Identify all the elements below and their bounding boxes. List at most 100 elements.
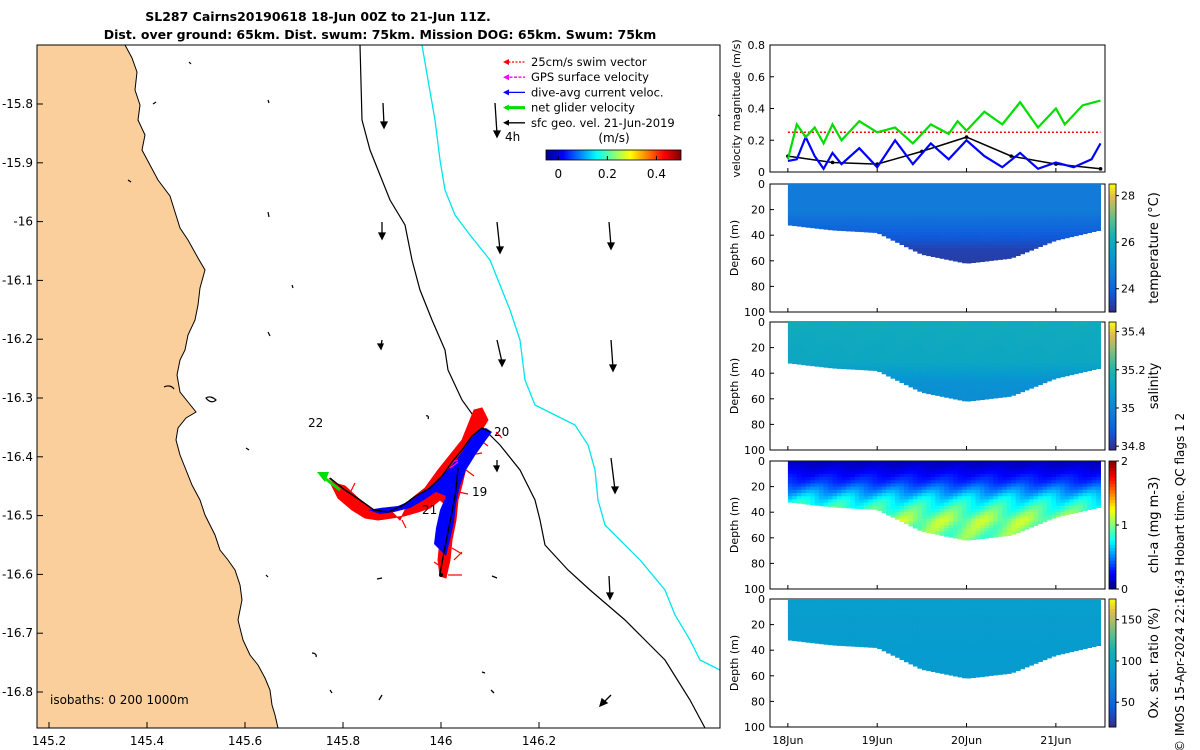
profile-cell xyxy=(1069,464,1075,468)
speed-colorbar-tick-label: 0.2 xyxy=(598,167,617,181)
profile-cell xyxy=(1006,509,1012,513)
profile-cell xyxy=(993,470,999,475)
profile-cell xyxy=(819,611,824,616)
profile-cell xyxy=(966,184,972,188)
profile-cell xyxy=(921,360,927,364)
profile-cell xyxy=(872,325,878,329)
profile-cell xyxy=(993,334,999,339)
profile-cell xyxy=(1011,366,1017,371)
profile-cell xyxy=(899,473,905,478)
profile-cell xyxy=(908,370,914,374)
map-ytick-label: -16.8 xyxy=(2,685,33,699)
profile-cell xyxy=(890,608,896,613)
profile-cell xyxy=(1038,461,1043,465)
profile-cell xyxy=(935,235,941,239)
profile-cell xyxy=(930,647,936,651)
profile-cell xyxy=(935,621,941,625)
profile-cell xyxy=(1002,357,1008,361)
profile-cell xyxy=(899,631,905,635)
profile-cell xyxy=(953,251,958,255)
profile-cell xyxy=(957,260,963,263)
profile-cell xyxy=(935,618,941,622)
profile-cell xyxy=(859,357,865,361)
profile-cell xyxy=(1055,515,1061,518)
profile-cell xyxy=(984,219,990,223)
profile-cell xyxy=(966,190,972,194)
profile-cell xyxy=(890,238,896,241)
profile-cell xyxy=(993,209,999,214)
profile-cell xyxy=(899,653,905,657)
profile-cell xyxy=(1051,477,1057,481)
profile-cell xyxy=(863,325,869,329)
profile-cell xyxy=(971,467,976,471)
profile-cell xyxy=(966,251,972,255)
profile-cell xyxy=(792,190,798,194)
colorbar-label: chl-a (mg m-3) xyxy=(1147,477,1162,574)
profile-cell xyxy=(850,216,856,220)
profile-cell xyxy=(1087,354,1092,358)
profile-cell xyxy=(1042,373,1048,377)
colorbar-segment xyxy=(1109,398,1116,403)
profile-cell xyxy=(805,360,811,364)
profile-cell xyxy=(886,461,891,465)
profile-cell xyxy=(908,502,914,507)
profile-cell xyxy=(890,190,896,194)
profile-cell xyxy=(1033,366,1039,371)
profile-cell xyxy=(979,184,985,188)
profile-cell xyxy=(971,238,976,242)
profile-cell xyxy=(1078,370,1084,374)
profile-cell xyxy=(953,534,958,539)
profile-cell xyxy=(912,232,918,236)
profile-cell xyxy=(899,241,905,245)
profile-cell xyxy=(899,515,905,519)
profile-cell xyxy=(1006,241,1012,246)
profile-cell xyxy=(868,640,874,645)
profile-cell xyxy=(904,184,909,188)
profile-cell xyxy=(939,531,945,535)
profile-cell xyxy=(1096,486,1101,491)
profile-cell xyxy=(859,467,865,471)
profile-cell xyxy=(1091,322,1097,326)
profile-cell xyxy=(1024,203,1030,207)
profile-cell xyxy=(859,203,865,207)
profile-cell xyxy=(1096,473,1101,478)
profile-cell xyxy=(837,480,842,484)
profile-cell xyxy=(837,325,842,329)
profile-cell xyxy=(1096,464,1101,468)
profile-cell xyxy=(944,395,950,398)
profile-cell xyxy=(1015,341,1021,345)
profile-cell xyxy=(1002,360,1008,364)
profile-cell xyxy=(832,483,838,487)
profile-cell xyxy=(1029,493,1034,497)
profile-cell xyxy=(890,602,896,606)
profile-cell xyxy=(841,634,847,638)
profile-cell xyxy=(935,354,941,358)
colorbar-segment xyxy=(1109,283,1116,287)
profile-cell xyxy=(944,621,950,625)
profile-cell xyxy=(935,334,941,339)
profile-cell xyxy=(904,489,909,494)
profile-cell xyxy=(1015,225,1021,230)
profile-cell xyxy=(926,379,932,384)
profile-cell xyxy=(787,338,793,342)
profile-cell xyxy=(935,637,941,641)
profile-cell xyxy=(953,382,958,387)
profile-cell xyxy=(926,363,932,368)
profile-cell xyxy=(984,370,990,374)
profile-cell xyxy=(1046,232,1052,236)
profile-cell xyxy=(953,322,958,326)
profile-cell xyxy=(854,190,860,194)
colorbar-segment xyxy=(1109,248,1116,252)
profile-cell xyxy=(886,650,891,654)
profile-cell xyxy=(895,212,900,217)
profile-cell xyxy=(957,219,963,223)
profile-cell xyxy=(1091,341,1097,345)
profile-cell xyxy=(921,379,927,384)
profile-cell xyxy=(801,338,807,342)
profile-cell xyxy=(1020,366,1025,371)
profile-cell xyxy=(1024,232,1030,236)
profile-cell xyxy=(863,608,869,613)
profile-cell xyxy=(908,483,914,487)
profile-cell xyxy=(917,480,923,484)
profile-cell xyxy=(935,611,941,616)
